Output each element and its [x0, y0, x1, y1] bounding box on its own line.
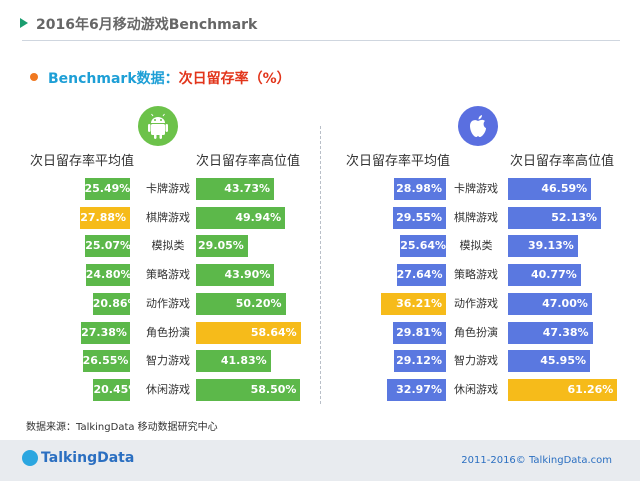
ios-category-label: 策略游戏 — [454, 268, 498, 282]
android-avg-bar: 26.55% — [82, 350, 130, 373]
ios-avg-bar: 29.55% — [393, 206, 446, 229]
copyright: 2011-2016© TalkingData.com — [461, 455, 612, 466]
logo-mark-icon — [22, 450, 38, 466]
ios-category-label: 卡牌游戏 — [454, 182, 498, 195]
subtitle: Benchmark数据：次日留存率（%） — [30, 68, 291, 88]
ios-category-label: 模拟类 — [459, 239, 493, 253]
android-category-label: 休闲游戏 — [146, 382, 190, 396]
subtitle-metric: 次日留存率（%） — [178, 71, 291, 87]
apple-icon — [458, 106, 498, 146]
ios-category-label: 动作游戏 — [454, 296, 498, 310]
platform-divider — [320, 126, 321, 404]
ios-high-bar: 39.13% — [508, 235, 578, 258]
ios-high-bar: 47.38% — [508, 321, 593, 344]
android-avg-bar: 24.80% — [85, 264, 132, 287]
android-category-label: 棋牌游戏 — [146, 210, 190, 224]
android-icon — [138, 106, 178, 146]
android-avg-bar: 25.07% — [85, 235, 131, 258]
subtitle-label: Benchmark数据： — [48, 71, 179, 87]
ios-high-bar: 47.00% — [508, 292, 592, 315]
android-high-bar: 43.90% — [196, 264, 275, 287]
android-avg-bar: 20.45% — [93, 378, 139, 401]
ios-high-bar: 40.77% — [508, 264, 581, 287]
android-category-label: 策略游戏 — [146, 268, 190, 282]
ios-avg-bar: 36.21% — [381, 292, 446, 315]
talkingdata-logo: TalkingData — [22, 450, 134, 466]
logo-text: TalkingData — [41, 450, 135, 466]
ios-high-header: 次日留存率高位值 — [510, 154, 615, 169]
ios-avg-bar: 28.98% — [394, 178, 446, 200]
play-arrow-icon — [20, 18, 28, 28]
android-high-bar: 43.73% — [196, 178, 275, 200]
ios-high-bar: 45.95% — [508, 350, 591, 373]
page-title: 2016年6月移动游戏Benchmark — [36, 17, 258, 33]
android-category-label: 智力游戏 — [146, 354, 190, 368]
ios-category-label: 休闲游戏 — [454, 382, 498, 396]
android-high-bar: 50.20% — [196, 292, 286, 315]
ios-avg-bar: 25.64% — [400, 235, 446, 258]
footer: TalkingData 2011-2016© TalkingData.com — [0, 440, 640, 481]
ios-avg-bar: 27.64% — [396, 264, 446, 287]
android-high-header: 次日留存率高位值 — [196, 154, 301, 169]
android-high-bar: 58.50% — [196, 378, 301, 401]
header-divider — [22, 40, 620, 41]
ios-category-label: 棋牌游戏 — [454, 210, 498, 224]
header: 2016年6月移动游戏Benchmark — [0, 0, 640, 42]
ios-high-bar: 61.26% — [508, 378, 618, 401]
ios-high-bar: 52.13% — [508, 206, 602, 229]
ios-avg-header: 次日留存率平均值 — [346, 154, 451, 169]
android-avg-bar: 20.86% — [92, 292, 139, 315]
ios-avg-bar: 29.12% — [394, 350, 446, 373]
android-category-label: 动作游戏 — [146, 296, 190, 310]
ios-high-bar: 46.59% — [508, 178, 592, 200]
ios-avg-bar: 32.97% — [387, 378, 446, 401]
android-high-bar: 41.83% — [196, 350, 271, 373]
android-high-bar: 29.05% — [196, 235, 248, 258]
android-avg-bar: 25.49% — [84, 178, 130, 200]
data-source: 数据来源：TalkingData 移动数据研究中心 — [26, 422, 218, 433]
android-avg-bar: 27.88% — [80, 206, 130, 229]
bullet-dot-icon — [30, 73, 38, 81]
android-avg-header: 次日留存率平均值 — [30, 154, 135, 169]
android-high-bar: 58.64% — [196, 321, 301, 344]
ios-category-label: 智力游戏 — [454, 354, 498, 368]
android-high-bar: 49.94% — [196, 206, 286, 229]
ios-avg-bar: 29.81% — [392, 321, 446, 344]
android-category-label: 模拟类 — [151, 239, 185, 253]
android-avg-bar: 27.38% — [81, 321, 130, 344]
android-category-label: 卡牌游戏 — [146, 182, 190, 195]
android-category-label: 角色扮演 — [146, 325, 190, 339]
ios-category-label: 角色扮演 — [454, 325, 498, 339]
